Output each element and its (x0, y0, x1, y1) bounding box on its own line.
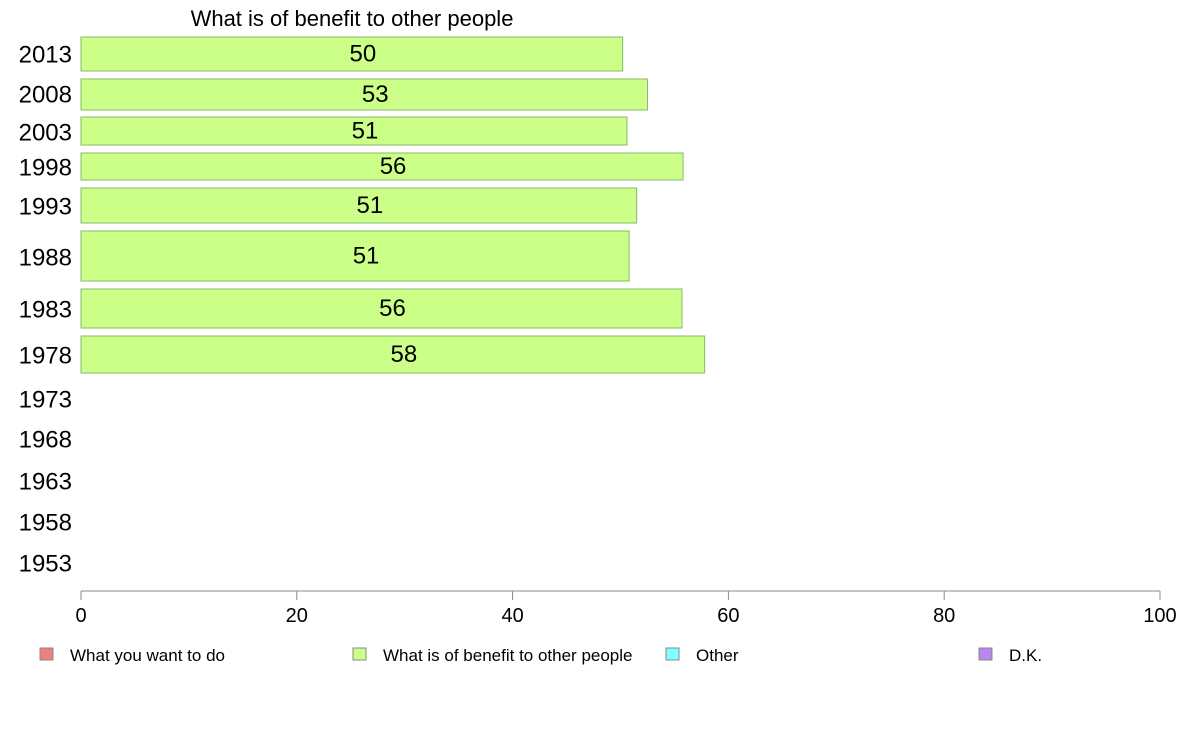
data-label-2013: 50 (349, 41, 376, 68)
bar-1998 (80, 152, 684, 181)
y-tick-label-1988: 1988 (19, 245, 72, 272)
bar-1978 (80, 335, 706, 374)
data-label-2003: 51 (352, 118, 379, 145)
legend-swatch-3 (978, 647, 993, 661)
bar-2008 (80, 78, 648, 111)
y-tick-label-1998: 1998 (19, 155, 72, 182)
y-tick-label-1978: 1978 (19, 343, 72, 370)
y-axis-labels: 2013 2008 2003 1998 1993 1988 1983 1978 1973 1968… (19, 42, 72, 578)
bar-2003 (80, 116, 628, 146)
x-tick-label-0: 0 (75, 605, 86, 627)
y-tick-label-2008: 2008 (19, 82, 72, 109)
y-tick-label-1983: 1983 (19, 297, 72, 324)
x-tick-label-60: 60 (717, 605, 739, 627)
y-tick-label-2003: 2003 (19, 120, 72, 147)
legend-label-0: What you want to do (70, 646, 225, 665)
data-label-1993: 51 (356, 192, 383, 219)
data-label-1978: 58 (390, 341, 417, 368)
data-label-1998: 56 (380, 153, 407, 180)
data-label-2008: 53 (362, 81, 389, 108)
y-tick-label-2013: 2013 (19, 42, 72, 69)
bar-1983 (80, 288, 683, 329)
y-tick-label-1968: 1968 (19, 427, 72, 454)
data-label-1988: 51 (353, 243, 380, 270)
chart-title: What is of benefit to other people (191, 6, 514, 31)
legend-label-3: D.K. (1009, 646, 1042, 665)
y-tick-label-1958: 1958 (19, 510, 72, 537)
y-tick-label-1973: 1973 (19, 387, 72, 414)
legend-swatch-1 (352, 647, 367, 661)
y-tick-label-1993: 1993 (19, 194, 72, 221)
data-label-1983: 56 (379, 295, 406, 322)
x-tick-label-40: 40 (501, 605, 523, 627)
x-tick-label-100: 100 (1143, 605, 1176, 627)
y-tick-label-1953: 1953 (19, 551, 72, 578)
y-tick-label-1963: 1963 (19, 469, 72, 496)
bar-1988 (80, 230, 630, 282)
legend: What you want to do What is of benefit to… (39, 646, 1042, 665)
legend-label-2: Other (696, 646, 739, 665)
legend-label-1: What is of benefit to other people (383, 646, 633, 665)
x-axis: 0 20 40 60 80 100 (75, 590, 1177, 627)
bar-1993 (80, 187, 638, 224)
x-tick-label-20: 20 (286, 605, 308, 627)
x-tick-label-80: 80 (933, 605, 955, 627)
legend-swatch-2 (665, 647, 680, 661)
bar-2013 (80, 36, 624, 72)
legend-swatch-0 (39, 647, 54, 661)
